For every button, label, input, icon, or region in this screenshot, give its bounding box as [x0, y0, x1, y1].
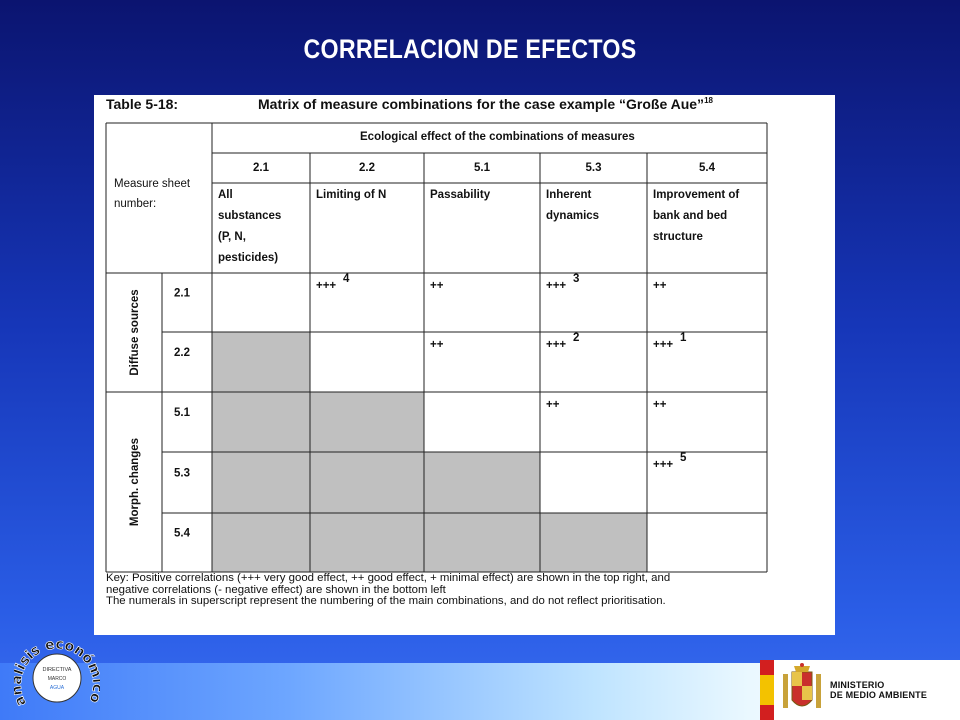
table-key: Key: Positive correlations (+++ very goo… — [106, 572, 831, 608]
column-description: Passability — [430, 189, 491, 201]
row-code: 5.1 — [174, 407, 191, 419]
correlation-superscript: 2 — [573, 332, 579, 344]
ministry-line1: MINISTERIO — [830, 680, 885, 690]
caption-superscript: 18 — [704, 96, 713, 105]
analisis-economico-logo: análisis económico DIRECTIVA MARCO AGUA — [14, 636, 100, 709]
correlation-value: +++ — [546, 339, 566, 351]
corner-label: number: — [114, 198, 156, 210]
shaded-cell — [310, 452, 424, 513]
correlation-value: +++ — [653, 459, 673, 471]
correlation-value: ++ — [546, 399, 560, 411]
logo-inner-line2: MARCO — [48, 676, 67, 682]
coat-of-arms-icon — [783, 663, 821, 708]
correlation-value: +++ — [546, 280, 566, 292]
row-code: 2.2 — [174, 347, 190, 359]
column-code: 5.4 — [699, 162, 716, 174]
key-line-3: The numerals in superscript represent th… — [106, 595, 666, 607]
correlation-value: ++ — [430, 280, 444, 292]
effect-header: Ecological effect of the combinations of… — [360, 131, 635, 143]
ministry-name: MINISTERIO DE MEDIO AMBIENTE — [830, 680, 927, 700]
shaded-cell — [424, 513, 540, 572]
column-description: Inherent — [546, 189, 592, 201]
group-label: Diffuse sources — [129, 289, 141, 375]
row-code: 5.4 — [174, 528, 191, 540]
column-code: 2.1 — [253, 162, 270, 174]
column-description: substances — [218, 210, 281, 222]
table-document: Table 5-18: Matrix of measure combinatio… — [94, 95, 835, 635]
correlation-superscript: 5 — [680, 452, 687, 464]
logo-inner-line3: AGUA — [50, 685, 65, 691]
spanish-flag-icon — [760, 660, 774, 720]
column-description: bank and bed — [653, 210, 727, 222]
shaded-cell — [310, 513, 424, 572]
shaded-cell — [540, 513, 647, 572]
ministry-line2: DE MEDIO AMBIENTE — [830, 690, 928, 700]
correlation-superscript: 4 — [343, 273, 350, 285]
column-description: Limiting of N — [316, 189, 386, 201]
logo-inner-line1: DIRECTIVA — [43, 667, 72, 673]
shaded-cell — [212, 392, 310, 452]
slide-title: CORRELACION DE EFECTOS — [303, 34, 637, 64]
shaded-cell — [310, 392, 424, 452]
correlation-value: ++ — [430, 339, 444, 351]
column-code: 2.2 — [359, 162, 375, 174]
column-code: 5.3 — [586, 162, 602, 174]
column-description: All — [218, 189, 233, 201]
corner-label: Measure sheet — [114, 178, 191, 190]
group-label: Morph. changes — [129, 438, 141, 526]
shaded-cell — [212, 452, 310, 513]
row-code: 2.1 — [174, 288, 191, 300]
correlation-value: ++ — [653, 399, 667, 411]
key-line-1: Key: Positive correlations (+++ very goo… — [106, 572, 671, 584]
correlation-superscript: 3 — [573, 273, 579, 285]
shaded-cell — [424, 452, 540, 513]
table-label: Table 5-18: — [106, 96, 179, 112]
correlation-superscript: 1 — [680, 332, 687, 344]
correlation-value: +++ — [653, 339, 673, 351]
column-code: 5.1 — [474, 162, 491, 174]
shaded-cell — [212, 513, 310, 572]
column-description: structure — [653, 231, 703, 243]
table-caption: Table 5-18: Matrix of measure combinatio… — [106, 95, 831, 117]
table-caption-text: Matrix of measure combinations for the c… — [258, 96, 713, 112]
key-line-2: negative correlations (- negative effect… — [106, 583, 446, 596]
correlation-matrix: Ecological effect of the combinations of… — [105, 122, 768, 573]
column-description: pesticides) — [218, 252, 278, 264]
shaded-cell — [212, 332, 310, 392]
correlation-value: ++ — [653, 280, 667, 292]
ministry-logo: MINISTERIO DE MEDIO AMBIENTE — [760, 660, 960, 720]
column-description: Improvement of — [653, 189, 739, 201]
column-description: (P, N, — [218, 231, 246, 243]
column-description: dynamics — [546, 210, 599, 222]
correlation-value: +++ — [316, 280, 336, 292]
row-code: 5.3 — [174, 468, 190, 480]
